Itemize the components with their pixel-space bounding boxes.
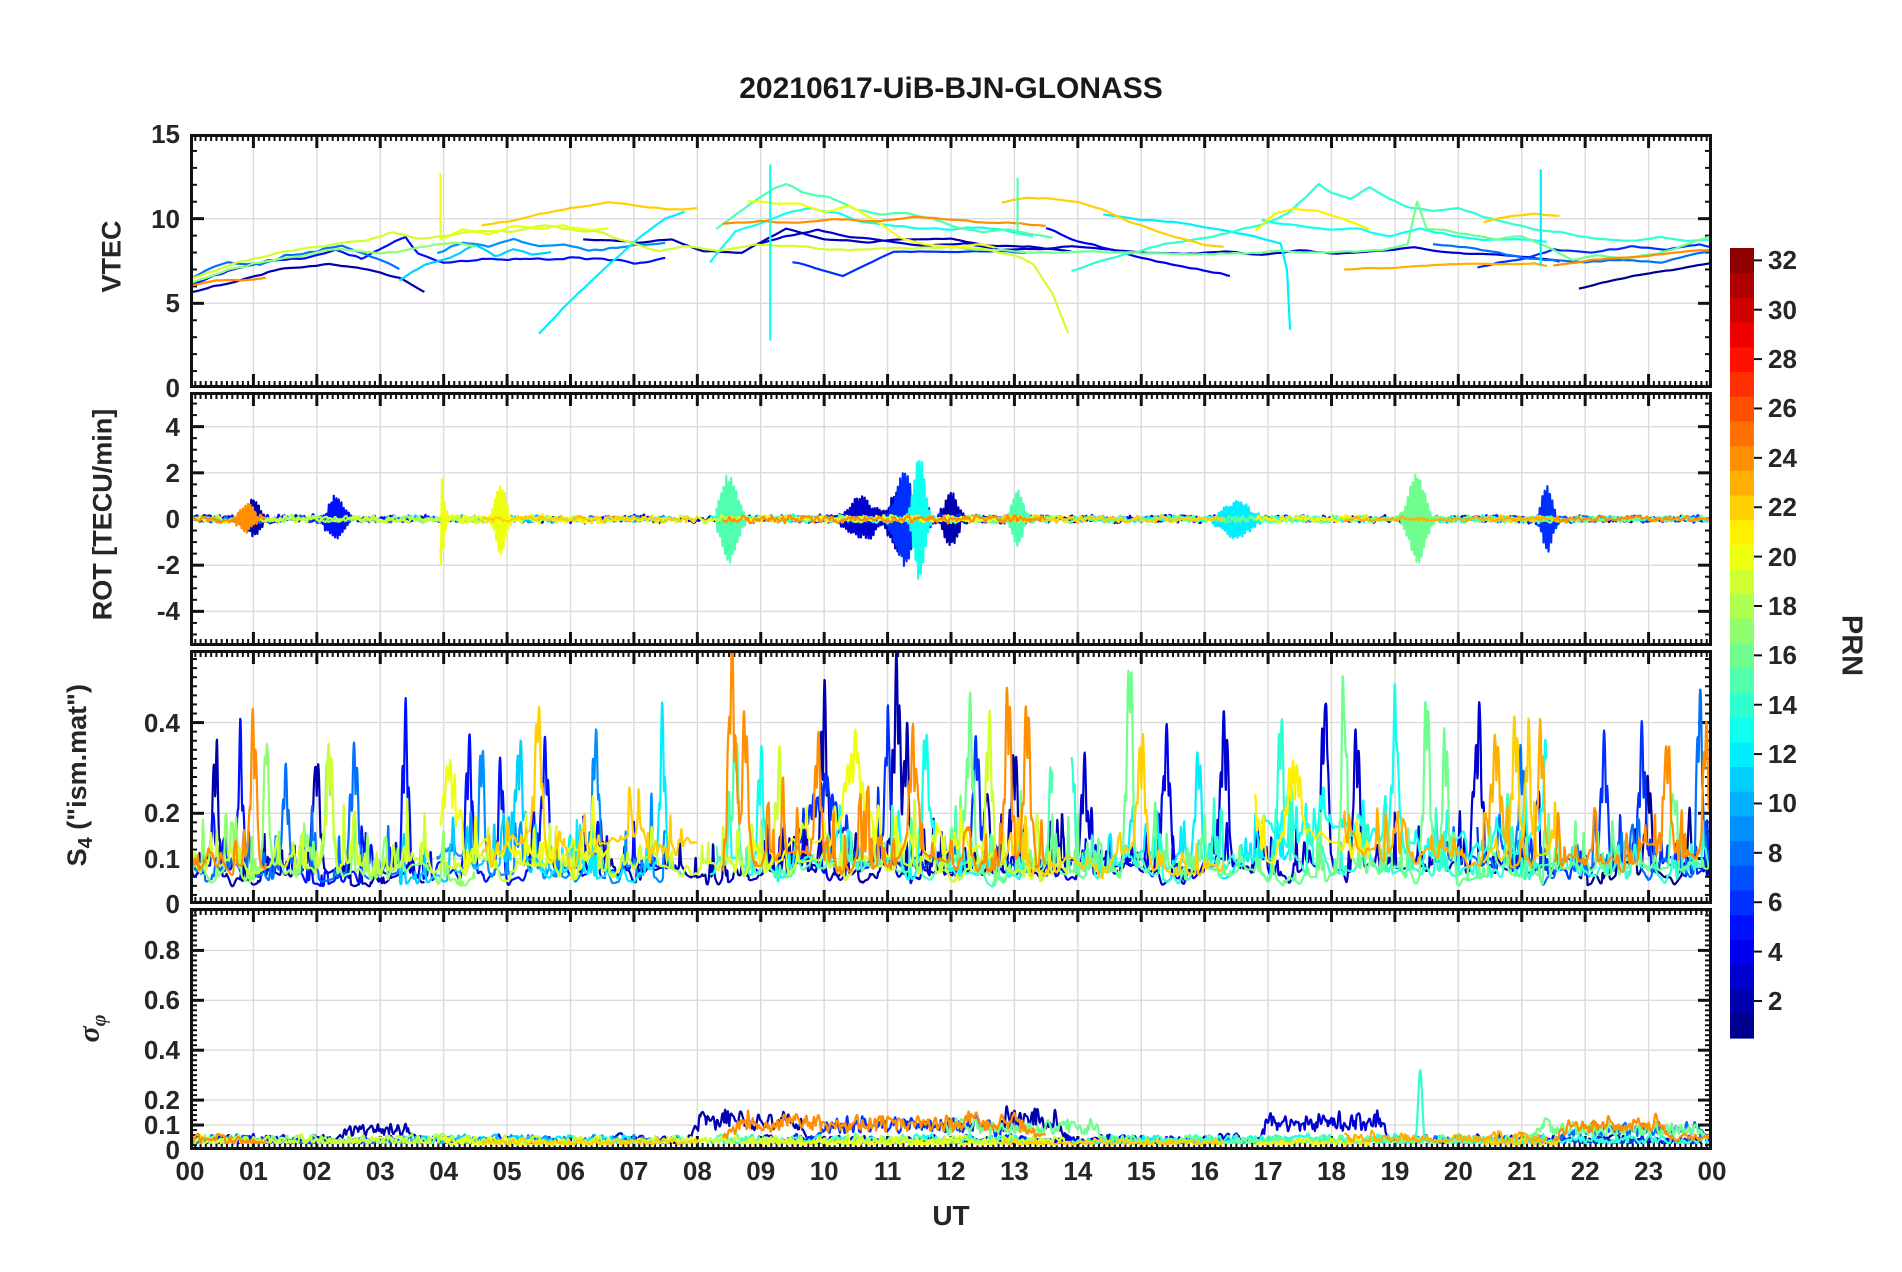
- colorbar-tick-label: 24: [1768, 442, 1797, 473]
- x-tick-label: 01: [238, 1156, 268, 1186]
- colorbar-tick-label: 12: [1768, 739, 1797, 770]
- x-tick-label: 10: [809, 1156, 839, 1186]
- y-tick-label-sp: 0.1: [143, 1110, 180, 1141]
- y-tick-label-rot: 4: [165, 411, 180, 442]
- colorbar-tick-label: 22: [1768, 492, 1797, 523]
- y-tick-label-rot: 2: [165, 457, 180, 488]
- y-axis-label-sp: σφ: [72, 1014, 111, 1043]
- y-tick-label-vtec: 0: [165, 373, 180, 403]
- x-tick-label: 23: [1634, 1156, 1664, 1186]
- x-tick-label: 17: [1253, 1156, 1283, 1186]
- x-tick-label: 13: [999, 1156, 1029, 1186]
- y-tick-label-s4: 0.2: [143, 798, 180, 829]
- colorbar-tick-label: 26: [1768, 393, 1797, 424]
- panel-canvas-rot: [190, 392, 1712, 646]
- x-tick-label: 16: [1190, 1156, 1220, 1186]
- y-tick-label-sp: 0.4: [143, 1035, 180, 1066]
- colorbar-tick-label: 14: [1768, 689, 1797, 720]
- colorbar-tick-label: 4: [1768, 936, 1783, 967]
- y-tick-label-vtec: 15: [151, 119, 180, 149]
- colorbar-tick-label: 2: [1768, 985, 1783, 1016]
- colorbar: [1726, 242, 1774, 1048]
- x-tick-label: 19: [1380, 1156, 1410, 1186]
- y-tick-label-s4: 0: [165, 889, 180, 919]
- x-tick-label: 03: [365, 1156, 395, 1186]
- x-tick-label: 20: [1443, 1156, 1473, 1186]
- x-tick-label: 04: [429, 1156, 459, 1186]
- x-tick-label: 14: [1063, 1156, 1093, 1186]
- y-tick-label-sp: 0.6: [143, 985, 180, 1016]
- colorbar-tick-label: 30: [1768, 294, 1797, 325]
- x-tick-label: 12: [936, 1156, 966, 1186]
- colorbar-tick-label: 28: [1768, 344, 1797, 375]
- y-tick-label-vtec: 10: [151, 203, 180, 234]
- y-tick-label-rot: 0: [165, 504, 180, 534]
- y-tick-label-sp: 0.2: [143, 1085, 180, 1116]
- x-tick-label: 02: [302, 1156, 332, 1186]
- x-tick-label: 09: [746, 1156, 776, 1186]
- x-tick-label: 22: [1570, 1156, 1600, 1186]
- x-tick-label: 00: [175, 1156, 205, 1186]
- panel-canvas-vtec: [190, 134, 1712, 388]
- colorbar-tick-label: 10: [1768, 788, 1797, 819]
- chart-title: 20210617-UiB-BJN-GLONASS: [739, 72, 1163, 105]
- panel-canvas-s4: [190, 650, 1712, 904]
- x-axis-label: UT: [932, 1200, 970, 1231]
- panel-canvas-sp: [190, 908, 1712, 1150]
- x-tick-label: 07: [619, 1156, 649, 1186]
- x-tick-label: 06: [556, 1156, 585, 1186]
- colorbar-tick-label: 20: [1768, 541, 1797, 572]
- colorbar-tick-label: 16: [1768, 640, 1797, 671]
- x-tick-label: 08: [682, 1156, 712, 1186]
- y-tick-label-rot: -2: [156, 550, 180, 581]
- colorbar-tick-label: 6: [1768, 887, 1783, 918]
- x-tick-label: 11: [873, 1156, 902, 1186]
- y-tick-label-s4: 0.4: [143, 707, 180, 738]
- x-tick-label: 18: [1317, 1156, 1346, 1186]
- y-tick-label-rot: -4: [156, 596, 180, 627]
- x-tick-label: 05: [492, 1156, 522, 1186]
- x-tick-label: 00: [1697, 1156, 1727, 1186]
- y-tick-label-sp: 0: [165, 1135, 180, 1165]
- y-tick-label-sp: 0.8: [143, 935, 180, 966]
- colorbar-tick-label: 32: [1768, 245, 1797, 276]
- x-tick-label: 21: [1507, 1156, 1537, 1186]
- colorbar-tick-label: 18: [1768, 590, 1797, 621]
- colorbar-tick-label: 8: [1768, 837, 1783, 868]
- x-tick-label: 15: [1126, 1156, 1156, 1186]
- y-tick-label-vtec: 5: [165, 288, 180, 319]
- y-tick-label-s4: 0.1: [143, 843, 180, 874]
